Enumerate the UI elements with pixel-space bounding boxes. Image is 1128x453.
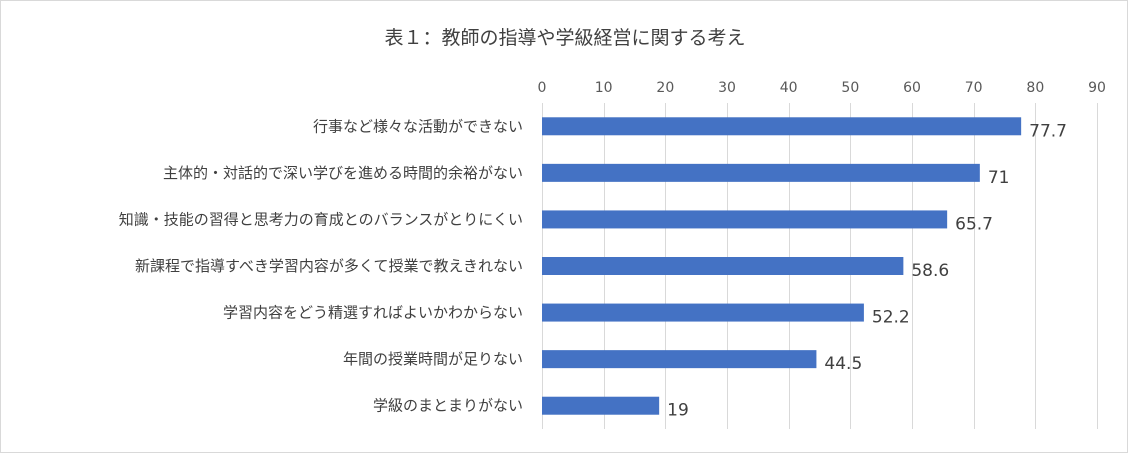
data-label: 44.5 [824,354,862,374]
x-tick-label: 0 [538,80,547,96]
bar [542,210,948,229]
data-label: 19 [667,401,689,421]
category-label: 学級のまとまりがない [373,397,523,415]
bar [542,257,904,275]
bar [542,163,980,182]
data-label: 77.7 [1029,121,1067,141]
x-tick-label: 60 [903,80,921,96]
x-tick-label: 20 [656,80,674,96]
x-tick-label: 70 [965,80,983,96]
data-label: 71 [988,168,1010,188]
category-label: 行事など様々な活動ができない [313,117,523,135]
x-tick-label: 30 [718,80,736,96]
x-tick-label: 80 [1026,80,1044,96]
category-label: 知識・技能の習得と思考力の育成とのバランスがとりにくい [119,210,523,228]
chart-title: 表１：教師の指導や学級経営に関する考え [384,27,746,49]
x-tick-label: 10 [595,80,613,96]
bar [542,117,1022,136]
x-tick-label: 90 [1088,80,1106,96]
category-label: 新課程で指導すべき学習内容が多くて授業で教えきれない [135,257,523,275]
bar [542,303,864,322]
x-tick-label: 40 [780,80,798,96]
data-label: 52.2 [872,308,910,328]
category-label: 年間の授業時間が足りない [343,350,523,368]
data-label: 58.6 [911,261,949,281]
category-label: 学習内容をどう精選すればよいかわからない [223,304,523,322]
bar [542,396,660,415]
category-label: 主体的・対話的で深い学びを進める時間的余裕がない [163,164,523,182]
x-tick-label: 50 [841,80,859,96]
data-label: 65.7 [955,214,993,234]
bar [542,350,817,369]
